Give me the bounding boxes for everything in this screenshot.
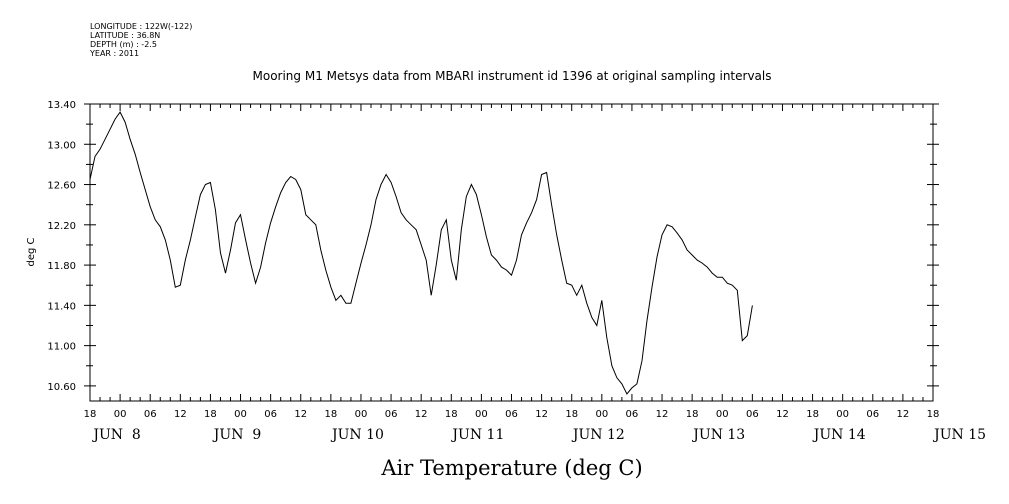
x-hour-label: 18 [806, 409, 819, 420]
x-hour-label: 00 [234, 409, 247, 420]
x-hour-label: 18 [84, 409, 97, 420]
x-hour-label: 12 [776, 409, 789, 420]
y-tick-label: 13.40 [47, 100, 76, 111]
axis-ticks [84, 103, 939, 401]
y-tick-label: 11.00 [47, 342, 76, 353]
x-hour-label: 12 [656, 409, 669, 420]
x-hour-label: 00 [595, 409, 608, 420]
y-tick-label: 12.60 [47, 181, 76, 192]
x-hour-label: 06 [264, 409, 277, 420]
x-hour-label: 18 [686, 409, 699, 420]
x-day-label: JUN 9 [212, 427, 261, 443]
x-day-label: JUN 12 [571, 427, 625, 443]
x-hour-label: 18 [927, 409, 940, 420]
series-line [89, 111, 753, 395]
x-day-label: JUN 15 [932, 427, 986, 443]
x-hour-label: 18 [204, 409, 217, 420]
x-axis-title: Air Temperature (deg C) [380, 456, 642, 480]
x-hour-label: 18 [565, 409, 578, 420]
y-tick-label: 11.40 [47, 301, 76, 312]
x-tick-labels: 18 00 06 12 18 00 06 12 18 00 06 12 18 00 06 12 18 00 06 12… [84, 409, 986, 443]
plot-frame [89, 103, 934, 402]
y-tick-label: 10.60 [47, 382, 76, 393]
y-tick-label: 12.20 [47, 221, 76, 232]
y-tick-labels: 13.40 13.00 12.60 12.20 11.80 11.40 11.00 10.60 [47, 100, 76, 393]
x-hour-label: 06 [144, 409, 157, 420]
y-axis-label: deg C [26, 237, 37, 266]
x-hour-label: 12 [897, 409, 910, 420]
x-hour-label: 00 [475, 409, 488, 420]
depth-text: DEPTH (m) : -2.5 [90, 40, 157, 49]
x-hour-label: 06 [505, 409, 518, 420]
y-tick-label: 13.00 [47, 140, 76, 151]
x-hour-label: 00 [716, 409, 729, 420]
latitude-text: LATITUDE : 36.8N [90, 31, 161, 40]
x-day-label: JUN 11 [450, 427, 504, 443]
x-day-label: JUN 14 [812, 427, 866, 443]
x-hour-label: 12 [535, 409, 548, 420]
x-hour-label: 00 [355, 409, 368, 420]
year-text: YEAR : 2011 [90, 49, 140, 58]
x-day-label: JUN 13 [691, 427, 745, 443]
x-hour-label: 06 [385, 409, 398, 420]
x-day-label: JUN 10 [330, 427, 384, 443]
x-hour-label: 00 [836, 409, 849, 420]
x-day-label: JUN 8 [91, 427, 140, 443]
metadata-block: LONGITUDE : 122W(-122) LATITUDE : 36.8N … [90, 22, 192, 58]
x-hour-label: 06 [866, 409, 879, 420]
longitude-text: LONGITUDE : 122W(-122) [90, 22, 193, 31]
x-hour-label: 18 [445, 409, 458, 420]
x-hour-label: 12 [415, 409, 428, 420]
y-tick-label: 11.80 [47, 261, 76, 272]
x-hour-label: 06 [626, 409, 639, 420]
chart-title: Mooring M1 Metsys data from MBARI instru… [253, 69, 772, 83]
x-hour-label: 06 [746, 409, 759, 420]
x-hour-label: 12 [294, 409, 307, 420]
x-hour-label: 00 [114, 409, 127, 420]
x-hour-label: 18 [324, 409, 337, 420]
x-hour-label: 12 [174, 409, 187, 420]
